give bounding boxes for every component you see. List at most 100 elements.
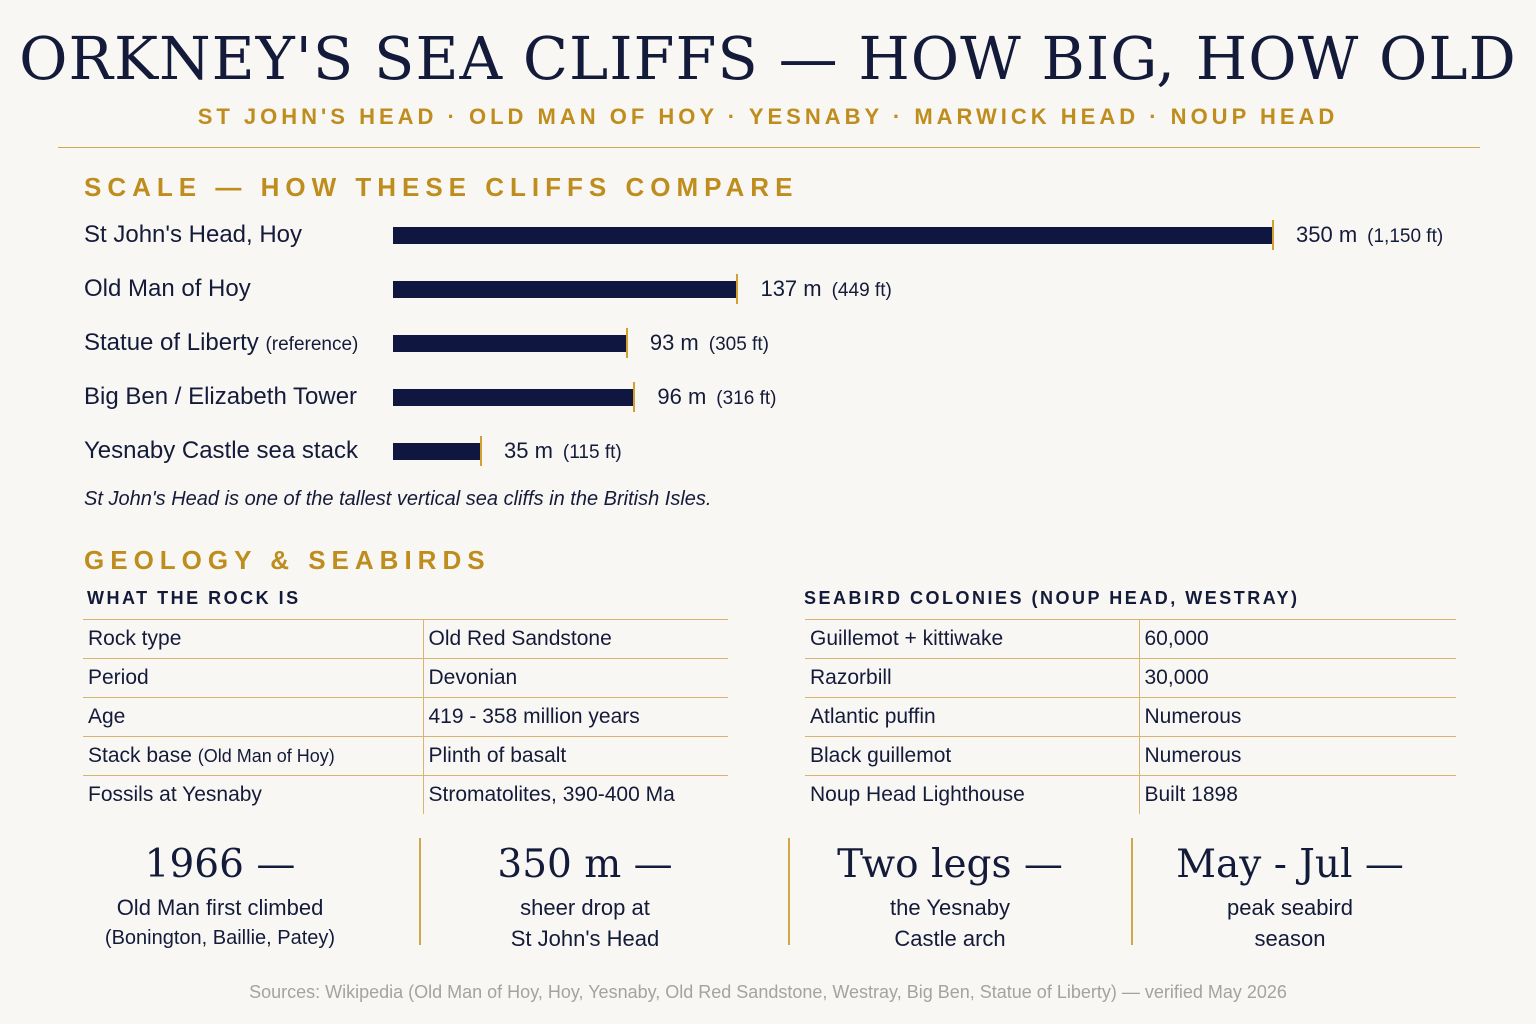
stat-seabird-season: May - Jul — peak seabird season bbox=[1150, 838, 1430, 954]
label-text: Fossils at Yesnaby bbox=[88, 783, 262, 806]
seabird-table: Guillemot + kittiwake 60,000 Razorbill 30,0… bbox=[805, 619, 1456, 814]
category-text: Big Ben / Elizabeth Tower bbox=[84, 383, 358, 410]
bar-value-label: 137 m (449 ft) bbox=[760, 274, 891, 306]
value-metres: 350 m bbox=[1296, 222, 1358, 247]
bar-category-label: Old Man of Hoy bbox=[84, 274, 251, 304]
height-bar-chart: St John's Head, Hoy 350 m (1,150 ft) Old Ma… bbox=[84, 220, 1443, 468]
value-feet: (316 ft) bbox=[716, 388, 777, 409]
value-metres: 93 m bbox=[649, 330, 699, 355]
rock-table: Rock type Old Red Sandstone Period Devonian… bbox=[83, 619, 728, 814]
seabird-species: Atlantic puffin bbox=[805, 697, 1140, 737]
stat-yesnaby-arch: Two legs — the Yesnaby Castle arch bbox=[800, 838, 1100, 954]
bar-value-label: 350 m (1,150 ft) bbox=[1296, 220, 1443, 252]
bar-value-label: 96 m (316 ft) bbox=[657, 382, 776, 414]
label-note: (Old Man of Hoy) bbox=[197, 746, 335, 766]
stat-divider bbox=[419, 838, 421, 945]
page-subtitle: ST JOHN'S HEAD · OLD MAN OF HOY · YESNAB… bbox=[197, 104, 1339, 129]
stat-sheer-drop: 350 m — sheer drop at St John's Head bbox=[430, 838, 740, 954]
scale-section-heading: SCALE — HOW THESE CLIFFS COMPARE bbox=[84, 172, 799, 202]
bar-end-marker bbox=[633, 382, 636, 412]
sources-note: Sources: Wikipedia (Old Man of Hoy, Hoy,… bbox=[249, 982, 1287, 1002]
table-row: Stack base (Old Man of Hoy) Plinth of bas… bbox=[83, 736, 728, 776]
bar-end-marker bbox=[625, 328, 628, 358]
table-row: Razorbill 30,000 bbox=[805, 658, 1456, 698]
label-text: Period bbox=[88, 666, 149, 689]
bar bbox=[393, 389, 635, 406]
value-metres: 137 m bbox=[760, 276, 822, 301]
table-row: Atlantic puffin Numerous bbox=[805, 697, 1456, 737]
value-metres: 96 m bbox=[657, 384, 707, 409]
rock-property-label: Stack base (Old Man of Hoy) bbox=[83, 736, 424, 776]
table-row: Age 419 - 358 million years bbox=[83, 697, 728, 737]
bar bbox=[393, 443, 481, 460]
value-feet: (449 ft) bbox=[831, 280, 892, 301]
label-text: Stack base bbox=[88, 744, 198, 767]
stat-description: Old Man first climbed bbox=[116, 895, 324, 920]
table-row: Rock type Old Red Sandstone bbox=[83, 619, 728, 659]
rock-property-label: Age bbox=[83, 697, 424, 737]
stat-divider bbox=[788, 838, 790, 945]
table-row: Guillemot + kittiwake 60,000 bbox=[805, 619, 1456, 659]
rock-property-value: Devonian bbox=[423, 658, 728, 698]
stat-description: (Bonington, Baillie, Patey) bbox=[104, 927, 336, 949]
value-feet: (305 ft) bbox=[708, 334, 769, 355]
stat-value: 350 m — bbox=[497, 842, 673, 887]
geology-section-heading: GEOLOGY & SEABIRDS bbox=[84, 545, 491, 575]
seabird-count: Numerous bbox=[1139, 697, 1456, 737]
stat-value: Two legs — bbox=[837, 842, 1063, 887]
seabird-count: Numerous bbox=[1139, 736, 1456, 776]
seabird-count: 30,000 bbox=[1139, 658, 1456, 698]
label-text: Age bbox=[88, 705, 126, 728]
table-row: Noup Head Lighthouse Built 1898 bbox=[805, 775, 1456, 814]
stat-description: season bbox=[1254, 926, 1326, 951]
stat-value: May - Jul — bbox=[1176, 842, 1404, 887]
stat-description: the Yesnaby bbox=[890, 895, 1010, 920]
bar-category-label: Big Ben / Elizabeth Tower bbox=[84, 382, 357, 412]
bar-value-label: 35 m (115 ft) bbox=[504, 436, 622, 468]
rock-table-heading: WHAT THE ROCK IS bbox=[87, 588, 301, 608]
category-text: Statue of Liberty bbox=[84, 329, 259, 356]
stat-value: 1966 — bbox=[144, 842, 296, 887]
seabird-species: Noup Head Lighthouse bbox=[805, 775, 1140, 814]
value-feet: (1,150 ft) bbox=[1367, 226, 1444, 247]
seabird-species: Guillemot + kittiwake bbox=[805, 619, 1140, 659]
bar-category-label: St John's Head, Hoy bbox=[84, 220, 302, 250]
rock-property-value: Old Red Sandstone bbox=[423, 619, 728, 659]
rock-property-value: 419 - 358 million years bbox=[423, 697, 728, 737]
page-title: ORKNEY'S SEA CLIFFS — HOW BIG, HOW OLD bbox=[19, 24, 1517, 93]
bar-value-label: 93 m (305 ft) bbox=[650, 328, 769, 360]
category-text: St John's Head, Hoy bbox=[84, 221, 303, 248]
rock-property-value: Plinth of basalt bbox=[423, 736, 728, 776]
rock-property-label: Fossils at Yesnaby bbox=[83, 775, 424, 814]
stat-divider bbox=[1131, 838, 1133, 945]
seabird-species: Black guillemot bbox=[805, 736, 1140, 776]
value-metres: 35 m bbox=[504, 438, 553, 463]
category-text: Yesnaby Castle sea stack bbox=[84, 437, 358, 464]
stat-description: St John's Head bbox=[510, 926, 660, 951]
bar-end-marker bbox=[1272, 220, 1274, 250]
chart-footnote: St John's Head is one of the tallest ver… bbox=[84, 488, 712, 510]
rock-property-value: Stromatolites, 390-400 Ma bbox=[423, 775, 728, 814]
bar-end-marker bbox=[480, 436, 482, 466]
stat-description: Castle arch bbox=[894, 926, 1006, 951]
value-feet: (115 ft) bbox=[562, 442, 622, 463]
bar-end-marker bbox=[736, 274, 739, 304]
table-row: Black guillemot Numerous bbox=[805, 736, 1456, 776]
stat-first-climb: 1966 — Old Man first climbed (Bonington,… bbox=[60, 838, 380, 954]
rock-property-label: Rock type bbox=[83, 619, 424, 659]
bar bbox=[393, 227, 1273, 244]
seabird-table-heading: SEABIRD COLONIES (NOUP HEAD, WESTRAY) bbox=[804, 588, 1300, 608]
title-divider bbox=[58, 147, 1480, 148]
bar bbox=[393, 335, 627, 352]
table-row: Fossils at Yesnaby Stromatolites, 390-400… bbox=[83, 775, 728, 814]
seabird-count: Built 1898 bbox=[1139, 775, 1456, 814]
seabird-count: 60,000 bbox=[1139, 619, 1456, 659]
stat-description: sheer drop at bbox=[520, 895, 650, 920]
seabird-species: Razorbill bbox=[805, 658, 1140, 698]
bar bbox=[393, 281, 738, 298]
label-text: Rock type bbox=[88, 627, 182, 650]
stat-description: peak seabird bbox=[1227, 895, 1353, 920]
bar-category-label: Statue of Liberty (reference) bbox=[84, 328, 358, 360]
category-text: Old Man of Hoy bbox=[84, 275, 251, 302]
bar-category-label: Yesnaby Castle sea stack bbox=[84, 436, 358, 466]
